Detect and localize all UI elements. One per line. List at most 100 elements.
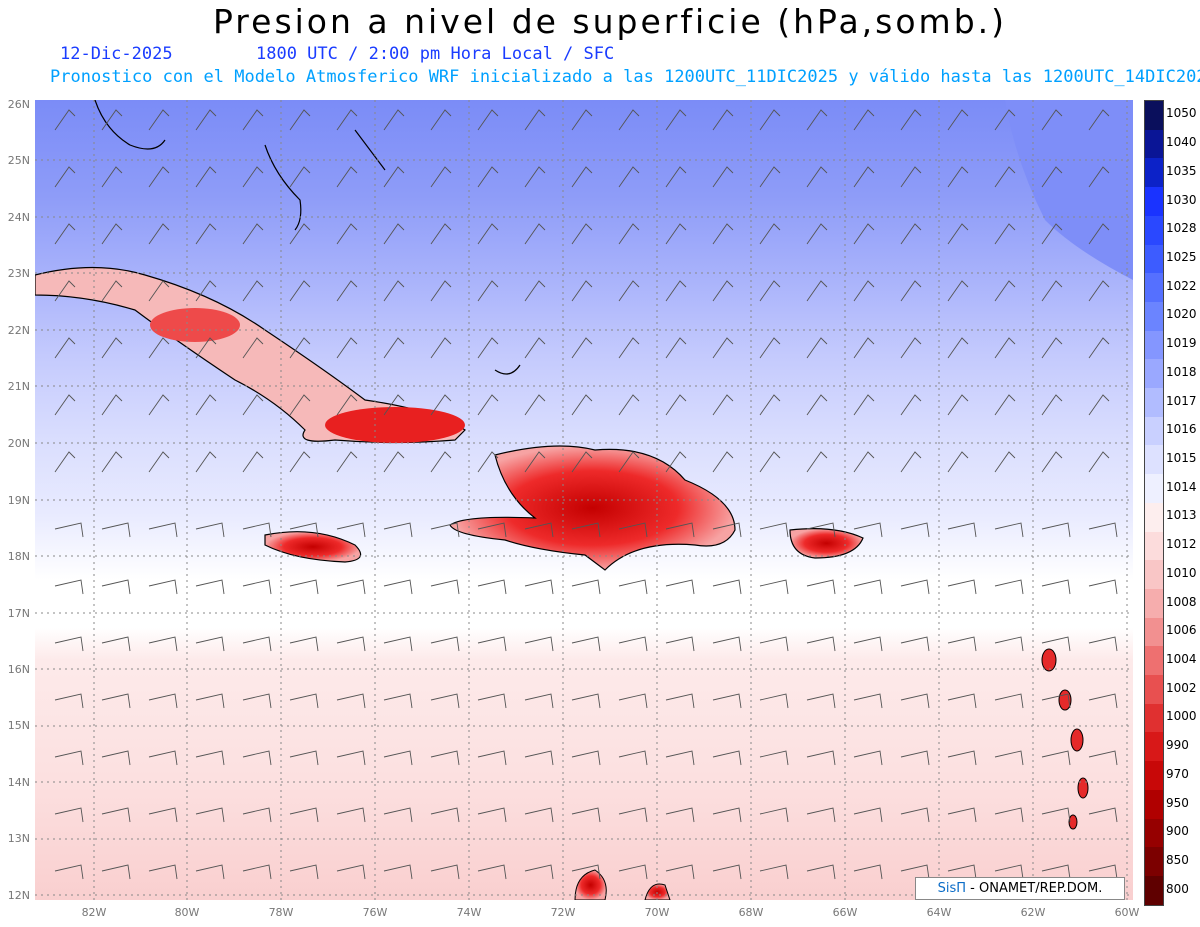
wind-barb xyxy=(54,109,76,131)
wind-barb xyxy=(336,864,366,880)
wind-barb xyxy=(571,693,601,709)
colorbar-label: 1017 xyxy=(1166,393,1197,408)
wind-barb xyxy=(383,337,405,359)
wind-barb xyxy=(571,280,593,302)
lat-label: 20N xyxy=(7,437,30,450)
wind-barb xyxy=(618,166,640,188)
wind-barb xyxy=(853,337,875,359)
lat-label: 21N xyxy=(7,380,30,393)
wind-barb xyxy=(54,223,76,245)
wind-barb xyxy=(148,337,170,359)
wind-barb xyxy=(900,394,922,416)
turks-caicos xyxy=(494,364,521,375)
colorbar-segment xyxy=(1145,273,1163,302)
colorbar-label: 1014 xyxy=(1166,479,1197,494)
wind-barb xyxy=(195,109,217,131)
wind-barb xyxy=(947,807,977,823)
wind-barb xyxy=(947,522,977,538)
wind-barb xyxy=(853,280,875,302)
wind-barb xyxy=(806,522,836,538)
wind-barb xyxy=(242,636,272,652)
lat-label: 17N xyxy=(7,607,30,620)
wind-barb xyxy=(54,337,76,359)
jamaica-island xyxy=(264,531,362,563)
wind-barb xyxy=(430,579,460,595)
wind-barb xyxy=(853,223,875,245)
wind-barb xyxy=(289,394,311,416)
wind-barb xyxy=(900,166,922,188)
wind-barb xyxy=(1088,451,1110,473)
wind-barb xyxy=(1041,451,1063,473)
wind-barb xyxy=(289,223,311,245)
wind-barb xyxy=(806,636,836,652)
wind-barb xyxy=(712,109,734,131)
lon-label: 80W xyxy=(174,906,200,919)
colorbar-segment xyxy=(1145,416,1163,446)
wind-barb xyxy=(571,451,593,473)
island-guadeloupe xyxy=(1041,648,1057,672)
wind-barb xyxy=(1088,394,1110,416)
colorbar-segment xyxy=(1145,617,1163,647)
wind-barb xyxy=(54,807,84,823)
wind-barb xyxy=(665,750,695,766)
wind-barb xyxy=(853,750,883,766)
wind-barb xyxy=(336,636,366,652)
wind-barb xyxy=(524,394,546,416)
wind-barb xyxy=(289,166,311,188)
wind-barb xyxy=(524,750,554,766)
wind-barb xyxy=(195,864,225,880)
wind-barb xyxy=(1088,109,1110,131)
colorbar-label: 990 xyxy=(1166,738,1189,753)
wind-barb xyxy=(665,522,695,538)
colorbar-segment xyxy=(1145,818,1163,848)
wind-barb xyxy=(430,636,460,652)
colorbar-label: 1012 xyxy=(1166,537,1197,552)
cuba-low-east xyxy=(325,407,465,443)
wind-barb xyxy=(947,750,977,766)
wind-barb xyxy=(148,451,170,473)
wind-barb xyxy=(383,864,413,880)
wind-barb xyxy=(524,579,554,595)
colorbar-label: 1050 xyxy=(1166,106,1197,121)
wind-barb xyxy=(148,579,178,595)
wind-barb xyxy=(1041,223,1063,245)
wind-barb xyxy=(759,579,789,595)
wind-barb xyxy=(242,807,272,823)
wind-barb xyxy=(994,522,1024,538)
wind-barb xyxy=(148,223,170,245)
wind-barb xyxy=(665,394,687,416)
wind-barb xyxy=(853,636,883,652)
colorbar-label: 1015 xyxy=(1166,450,1197,465)
wind-barb xyxy=(383,394,405,416)
wind-barb xyxy=(54,864,84,880)
wind-barb xyxy=(853,166,875,188)
wind-barb xyxy=(148,807,178,823)
wind-barb xyxy=(336,223,358,245)
lon-label: 70W xyxy=(644,906,670,919)
wind-barb xyxy=(994,636,1024,652)
wind-barb xyxy=(524,223,546,245)
colorbar-label: 1006 xyxy=(1166,623,1197,638)
lat-label: 23N xyxy=(7,267,30,280)
colorbar-label: 1000 xyxy=(1166,709,1197,724)
wind-barb xyxy=(759,109,781,131)
colorbar-label: 1022 xyxy=(1166,278,1197,293)
wind-barb xyxy=(195,337,217,359)
wind-barb xyxy=(900,579,930,595)
island-st-vincent xyxy=(1068,814,1078,830)
wind-barb xyxy=(383,166,405,188)
wind-barb xyxy=(336,109,358,131)
wind-barb xyxy=(289,522,319,538)
colorbar-segment xyxy=(1145,129,1163,159)
colorbar-segment xyxy=(1145,502,1163,532)
wind-barb xyxy=(477,109,499,131)
wind-barb xyxy=(994,807,1024,823)
wind-barb xyxy=(900,864,930,880)
colorbar-label: 1040 xyxy=(1166,135,1197,150)
wind-barb xyxy=(759,337,781,359)
wind-barb xyxy=(148,636,178,652)
wind-barb xyxy=(853,451,875,473)
colorbar-segment xyxy=(1145,761,1163,790)
wind-barb xyxy=(665,166,687,188)
wind-barb xyxy=(759,864,789,880)
